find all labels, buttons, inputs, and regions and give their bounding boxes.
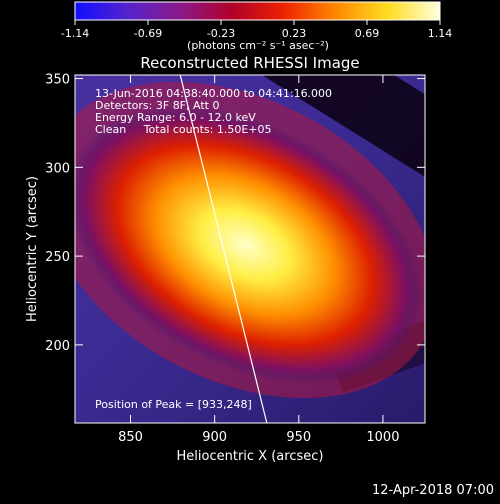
x-tick-label: 950 — [286, 430, 311, 445]
colorbar-tick-label: -0.69 — [134, 27, 162, 40]
colorbar-tick-label: 1.14 — [428, 27, 453, 40]
peak-position-label: Position of Peak = [933,248] — [95, 398, 252, 411]
y-tick-label: 250 — [45, 250, 70, 265]
colorbar-tick-label: 0.69 — [355, 27, 380, 40]
x-tick-label: 1000 — [366, 430, 399, 445]
y-tick-label: 200 — [45, 339, 70, 354]
colorbar — [75, 2, 440, 20]
colorbar-ticks: -1.14 -0.69 -0.23 0.23 0.69 1.14 — [61, 20, 452, 40]
colorbar-unit-label: (photons cm⁻² s⁻¹ asec⁻²) — [187, 39, 329, 52]
x-tick-label: 900 — [202, 430, 227, 445]
footer-timestamp: 12-Apr-2018 07:00 — [372, 483, 494, 498]
y-tick-label: 350 — [45, 73, 70, 88]
x-tick-label: 850 — [118, 430, 143, 445]
x-axis-label: Heliocentric X (arcsec) — [177, 449, 324, 464]
y-tick-label: 300 — [45, 161, 70, 176]
colorbar-tick-label: -1.14 — [61, 27, 89, 40]
annotation-line: Clean Total counts: 1.50E+05 — [95, 123, 272, 136]
chart-title: Reconstructed RHESSI Image — [140, 54, 359, 72]
y-axis-label: Heliocentric Y (arcsec) — [25, 176, 40, 322]
